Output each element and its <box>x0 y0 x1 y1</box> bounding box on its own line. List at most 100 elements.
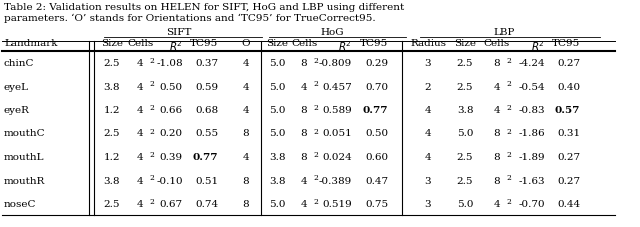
Text: 5.0: 5.0 <box>269 82 285 91</box>
Text: 8: 8 <box>301 106 307 115</box>
Text: 0.51: 0.51 <box>195 177 218 185</box>
Text: Landmark: Landmark <box>4 39 58 48</box>
Text: $R^2$: $R^2$ <box>338 39 352 53</box>
Text: 8: 8 <box>243 177 250 185</box>
Text: 4: 4 <box>137 153 143 162</box>
Text: 5.0: 5.0 <box>269 106 285 115</box>
Text: 1.2: 1.2 <box>104 153 120 162</box>
Text: 0.39: 0.39 <box>160 153 183 162</box>
Text: eyeR: eyeR <box>4 106 30 115</box>
Text: 0.60: 0.60 <box>365 153 388 162</box>
Text: mouthL: mouthL <box>4 153 45 162</box>
Text: 0.66: 0.66 <box>160 106 183 115</box>
Text: 4: 4 <box>137 200 143 209</box>
Text: 0.29: 0.29 <box>365 59 388 68</box>
Text: 0.77: 0.77 <box>362 106 388 115</box>
Text: 4: 4 <box>493 82 500 91</box>
Text: 2: 2 <box>313 175 318 183</box>
Text: 4: 4 <box>301 82 307 91</box>
Text: $R^2$: $R^2$ <box>531 39 545 53</box>
Text: 2: 2 <box>506 57 511 65</box>
Text: 2: 2 <box>506 128 511 136</box>
Text: 5.0: 5.0 <box>269 59 285 68</box>
Text: 0.44: 0.44 <box>557 200 580 209</box>
Text: chinC: chinC <box>4 59 35 68</box>
Text: 0.50: 0.50 <box>160 82 183 91</box>
Text: 0.47: 0.47 <box>365 177 388 185</box>
Text: 4: 4 <box>243 59 250 68</box>
Text: noseC: noseC <box>4 200 36 209</box>
Text: Size: Size <box>454 39 476 48</box>
Text: TC95: TC95 <box>552 39 580 48</box>
Text: SIFT: SIFT <box>166 28 192 37</box>
Text: -0.809: -0.809 <box>319 59 352 68</box>
Text: 4: 4 <box>425 106 431 115</box>
Text: -0.83: -0.83 <box>518 106 545 115</box>
Text: LBP: LBP <box>493 28 515 37</box>
Text: 2: 2 <box>506 81 511 89</box>
Text: 2.5: 2.5 <box>457 153 473 162</box>
Text: 0.589: 0.589 <box>323 106 352 115</box>
Text: HoG: HoG <box>321 28 344 37</box>
Text: 2: 2 <box>149 198 154 206</box>
Text: O: O <box>242 39 250 48</box>
Text: 4: 4 <box>301 200 307 209</box>
Text: 2: 2 <box>149 57 154 65</box>
Text: 4: 4 <box>425 129 431 138</box>
Text: 2: 2 <box>149 81 154 89</box>
Text: 2: 2 <box>149 151 154 159</box>
Text: 3.8: 3.8 <box>457 106 473 115</box>
Text: 0.31: 0.31 <box>557 129 580 138</box>
Text: 1.2: 1.2 <box>104 106 120 115</box>
Text: 2: 2 <box>506 198 511 206</box>
Text: 2: 2 <box>506 175 511 183</box>
Text: 4: 4 <box>243 106 250 115</box>
Text: 2.5: 2.5 <box>104 59 120 68</box>
Text: -1.86: -1.86 <box>518 129 545 138</box>
Text: 5.0: 5.0 <box>269 129 285 138</box>
Text: 0.57: 0.57 <box>555 106 580 115</box>
Text: 0.051: 0.051 <box>323 129 352 138</box>
Text: 8: 8 <box>301 153 307 162</box>
Text: 0.55: 0.55 <box>195 129 218 138</box>
Text: 0.70: 0.70 <box>365 82 388 91</box>
Text: 2: 2 <box>313 128 318 136</box>
Text: 2.5: 2.5 <box>457 177 473 185</box>
Text: Cells: Cells <box>484 39 510 48</box>
Text: 5.0: 5.0 <box>269 200 285 209</box>
Text: 8: 8 <box>301 129 307 138</box>
Text: 8: 8 <box>493 177 500 185</box>
Text: 0.77: 0.77 <box>193 153 218 162</box>
Text: Size: Size <box>101 39 123 48</box>
Text: mouthC: mouthC <box>4 129 45 138</box>
Text: 4: 4 <box>493 106 500 115</box>
Text: Cells: Cells <box>127 39 153 48</box>
Text: 2: 2 <box>425 82 431 91</box>
Text: -0.389: -0.389 <box>319 177 352 185</box>
Text: 8: 8 <box>243 200 250 209</box>
Text: 3.8: 3.8 <box>269 153 285 162</box>
Text: 3.8: 3.8 <box>269 177 285 185</box>
Text: Table 2: Validation results on HELEN for SIFT, HoG and LBP using different: Table 2: Validation results on HELEN for… <box>4 3 404 12</box>
Text: 2: 2 <box>506 151 511 159</box>
Text: 0.59: 0.59 <box>195 82 218 91</box>
Text: 3.8: 3.8 <box>104 177 120 185</box>
Text: -1.89: -1.89 <box>518 153 545 162</box>
Text: parameters. ‘O’ stands for Orientations and ‘TC95’ for TrueCorrect95.: parameters. ‘O’ stands for Orientations … <box>4 14 376 23</box>
Text: 2: 2 <box>313 57 318 65</box>
Text: 5.0: 5.0 <box>457 200 473 209</box>
Text: 0.74: 0.74 <box>195 200 218 209</box>
Text: 0.68: 0.68 <box>195 106 218 115</box>
Text: -1.63: -1.63 <box>518 177 545 185</box>
Text: mouthR: mouthR <box>4 177 45 185</box>
Text: 8: 8 <box>301 59 307 68</box>
Text: 4: 4 <box>425 153 431 162</box>
Text: -1.08: -1.08 <box>156 59 183 68</box>
Text: TC95: TC95 <box>360 39 388 48</box>
Text: 0.27: 0.27 <box>557 59 580 68</box>
Text: $R^2$: $R^2$ <box>169 39 183 53</box>
Text: 4: 4 <box>301 177 307 185</box>
Text: 0.457: 0.457 <box>323 82 352 91</box>
Text: 5.0: 5.0 <box>457 129 473 138</box>
Text: 8: 8 <box>493 129 500 138</box>
